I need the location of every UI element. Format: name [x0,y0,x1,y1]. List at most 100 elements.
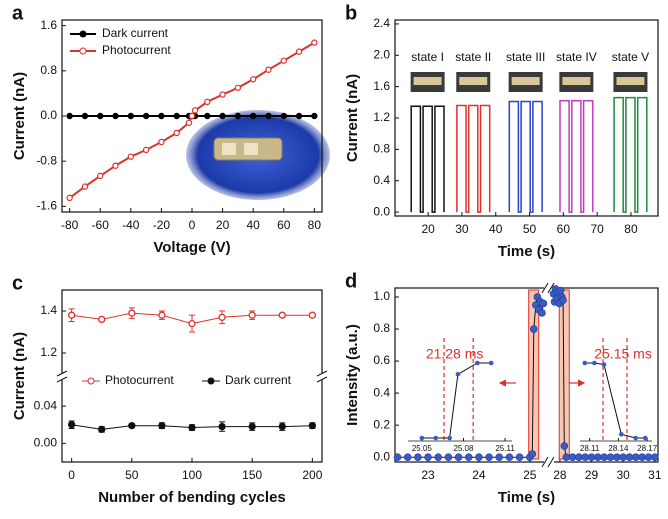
annotation: 25.15 ms [594,346,652,362]
inset-point [582,360,588,366]
point [613,453,621,461]
x-tick-label: 40 [246,218,260,232]
point [600,453,609,461]
point [414,453,422,461]
inset-point [601,362,607,367]
state-photo-strip [459,77,488,85]
point [204,98,211,106]
y-tick-label: 1.0 [373,289,390,303]
point [538,309,546,317]
point [173,129,180,137]
y-axis-title: Current (nA) [344,74,361,162]
x-tick-label: -60 [92,218,110,232]
point [393,453,402,461]
point [575,453,583,461]
inset-tick-label: 25.08 [453,444,474,453]
point [311,112,318,120]
point [280,112,287,120]
point [505,453,514,461]
point [234,112,242,120]
point [485,453,493,461]
point [464,453,473,461]
inset-point [447,435,452,441]
point [515,453,524,461]
y-tick-label: 2.4 [373,16,390,30]
y-tick-label: 1.6 [40,18,57,32]
point [559,296,567,304]
panel-letter: b [345,2,357,24]
point [424,453,432,461]
point [560,442,569,450]
point [530,325,538,333]
point [128,309,136,317]
point [185,119,193,126]
legend-marker [79,47,87,55]
annotation: 21.28 ms [426,346,484,362]
axis-break-gap [544,284,554,292]
point [632,453,640,461]
x-tick-label: 200 [302,468,322,482]
y-tick-label: 0.8 [373,321,390,335]
inset-point [618,431,624,437]
y-tick-label: 0.00 [34,436,58,450]
inset-point [433,435,439,441]
point [295,48,303,55]
y-tick-label: 1.2 [40,345,57,359]
y-tick-label: 1.4 [40,303,57,317]
axis-break [541,456,549,468]
point [249,76,257,83]
legend-marker [79,30,87,38]
legend-label: Dark current [225,373,292,387]
point [98,315,106,324]
axis-break-gap [544,458,554,466]
point [581,453,590,461]
point [66,194,73,202]
point [454,453,463,461]
point [475,453,483,461]
point [188,319,196,328]
y-tick-label: -0.8 [36,153,57,167]
state-photo-strip [511,77,540,85]
state-label: state II [455,50,491,64]
point [265,112,272,120]
point [444,453,453,461]
point [97,112,104,120]
x-tick-label: 31 [648,468,662,482]
point [127,112,135,120]
x-axis-title: Voltage (V) [153,239,230,256]
series-line [508,100,543,213]
inset-point [642,435,648,441]
axis-break [547,456,555,468]
point [651,453,659,461]
point [127,153,135,160]
panel-letter: a [12,2,24,24]
inset-line [584,362,646,439]
point [158,311,166,319]
panel-letter: d [345,270,357,292]
point [219,91,226,98]
y-tick-label: 0.8 [373,142,390,156]
point [191,107,199,114]
series-line [397,296,544,458]
axis-break [56,370,68,377]
x-tick-label: 50 [523,222,537,236]
y-tick-label: 2.0 [373,47,390,61]
point [495,453,504,461]
point [188,423,196,432]
x-axis-title: Time (s) [498,489,555,506]
point [204,112,211,120]
state-label: state V [612,50,649,64]
x-tick-label: 40 [489,222,503,236]
point [158,112,165,120]
point [539,299,548,308]
x-tick-label: 30 [617,468,631,482]
panel-letter: c [12,272,23,294]
point [644,453,653,461]
point [234,84,242,91]
legend-label: Photocurrent [105,373,174,387]
point [562,453,571,461]
state-photo-strip [413,77,442,85]
point [219,112,226,120]
axis-break [316,376,328,383]
